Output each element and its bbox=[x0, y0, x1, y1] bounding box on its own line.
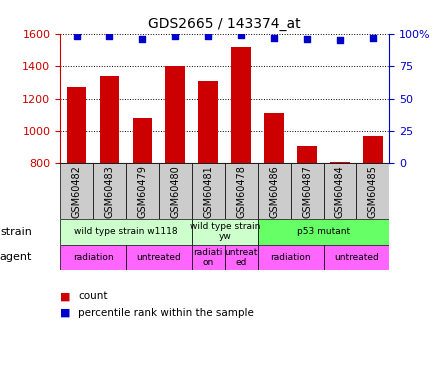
Text: radiation: radiation bbox=[73, 253, 113, 262]
Text: wild type strain w1118: wild type strain w1118 bbox=[74, 227, 178, 236]
Text: untreated: untreated bbox=[334, 253, 379, 262]
FancyBboxPatch shape bbox=[258, 244, 324, 270]
Text: GSM60483: GSM60483 bbox=[105, 165, 114, 218]
Text: wild type strain
yw: wild type strain yw bbox=[190, 222, 260, 242]
Point bbox=[139, 36, 146, 42]
Text: percentile rank within the sample: percentile rank within the sample bbox=[78, 308, 254, 318]
Text: GSM60486: GSM60486 bbox=[269, 165, 279, 218]
FancyBboxPatch shape bbox=[225, 164, 258, 219]
Point bbox=[172, 33, 179, 39]
FancyBboxPatch shape bbox=[192, 164, 225, 219]
Bar bbox=[330, 162, 350, 164]
FancyBboxPatch shape bbox=[93, 164, 126, 219]
Text: radiation: radiation bbox=[270, 253, 311, 262]
Bar bbox=[231, 47, 251, 164]
FancyBboxPatch shape bbox=[356, 164, 389, 219]
Bar bbox=[264, 113, 284, 164]
FancyBboxPatch shape bbox=[291, 164, 324, 219]
Point bbox=[369, 34, 376, 40]
Point bbox=[205, 33, 212, 39]
FancyBboxPatch shape bbox=[324, 244, 389, 270]
Bar bbox=[363, 136, 383, 164]
Point bbox=[73, 33, 80, 39]
Point bbox=[106, 33, 113, 39]
Point bbox=[303, 36, 311, 42]
FancyBboxPatch shape bbox=[324, 164, 356, 219]
FancyBboxPatch shape bbox=[60, 219, 192, 245]
FancyBboxPatch shape bbox=[60, 164, 93, 219]
Bar bbox=[297, 146, 317, 164]
Text: count: count bbox=[78, 291, 107, 301]
Text: GSM60478: GSM60478 bbox=[236, 165, 246, 218]
FancyBboxPatch shape bbox=[225, 244, 258, 270]
Text: GSM60484: GSM60484 bbox=[335, 165, 345, 218]
Text: untreated: untreated bbox=[137, 253, 181, 262]
Bar bbox=[100, 76, 119, 164]
Text: ■: ■ bbox=[60, 308, 71, 318]
FancyBboxPatch shape bbox=[192, 219, 258, 245]
FancyBboxPatch shape bbox=[192, 244, 225, 270]
Text: agent: agent bbox=[0, 252, 32, 262]
Point bbox=[271, 34, 278, 40]
Text: untreat
ed: untreat ed bbox=[225, 248, 258, 267]
FancyBboxPatch shape bbox=[126, 244, 192, 270]
Bar bbox=[133, 118, 152, 164]
Text: GSM60481: GSM60481 bbox=[203, 165, 213, 218]
Text: ■: ■ bbox=[60, 291, 71, 301]
Bar bbox=[166, 66, 185, 164]
Text: GSM60479: GSM60479 bbox=[138, 165, 147, 218]
Text: GSM60485: GSM60485 bbox=[368, 165, 378, 218]
FancyBboxPatch shape bbox=[258, 219, 389, 245]
FancyBboxPatch shape bbox=[159, 164, 192, 219]
Bar bbox=[198, 81, 218, 164]
Point bbox=[336, 37, 344, 43]
Text: radiati
on: radiati on bbox=[194, 248, 223, 267]
FancyBboxPatch shape bbox=[126, 164, 159, 219]
Text: strain: strain bbox=[0, 227, 32, 237]
Text: GSM60480: GSM60480 bbox=[170, 165, 180, 218]
Title: GDS2665 / 143374_at: GDS2665 / 143374_at bbox=[149, 17, 301, 32]
Text: GSM60482: GSM60482 bbox=[72, 165, 81, 218]
FancyBboxPatch shape bbox=[60, 244, 126, 270]
Bar bbox=[67, 87, 86, 164]
Text: p53 mutant: p53 mutant bbox=[297, 227, 350, 236]
FancyBboxPatch shape bbox=[258, 164, 291, 219]
Text: GSM60487: GSM60487 bbox=[302, 165, 312, 218]
Point bbox=[238, 32, 245, 38]
